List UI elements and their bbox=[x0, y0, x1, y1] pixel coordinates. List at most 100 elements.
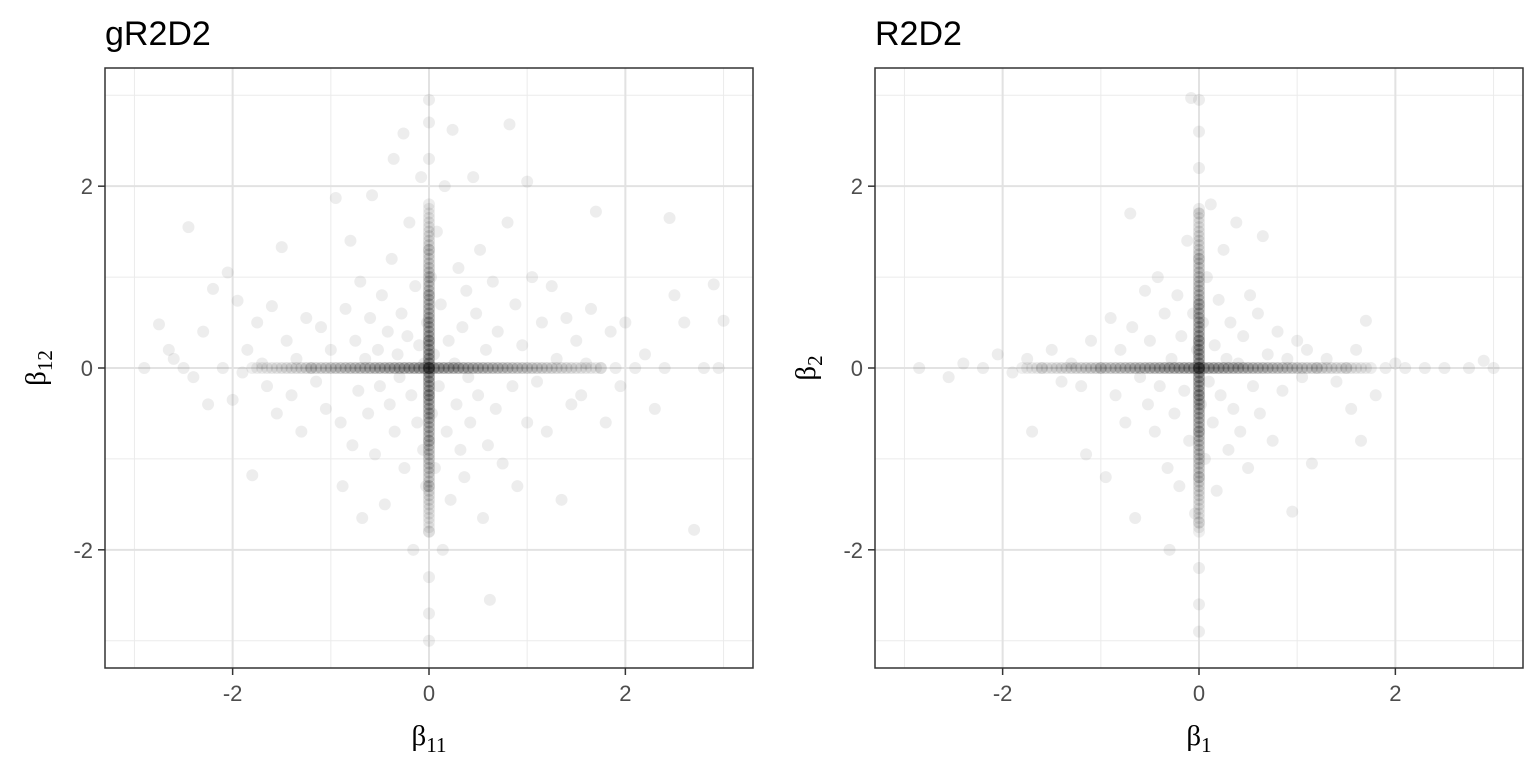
scatter-point bbox=[387, 152, 400, 165]
scatter-point bbox=[535, 316, 548, 329]
scatter-point bbox=[423, 312, 435, 324]
scatter-point bbox=[251, 316, 264, 329]
chart-title: R2D2 bbox=[875, 15, 962, 53]
scatter-point bbox=[1261, 362, 1274, 374]
scatter-point bbox=[1320, 352, 1333, 365]
scatter-point bbox=[423, 371, 435, 384]
scatter-point bbox=[565, 362, 578, 374]
scatter-point bbox=[1237, 362, 1250, 374]
y-axis-symbol: β bbox=[20, 371, 52, 386]
scatter-point bbox=[1193, 243, 1205, 256]
scatter-point bbox=[585, 362, 597, 374]
scatter-point bbox=[423, 380, 435, 393]
scatter-point bbox=[1193, 321, 1205, 334]
scatter-point bbox=[467, 171, 480, 184]
scatter-point bbox=[398, 462, 411, 474]
scatter-point bbox=[423, 234, 435, 247]
scatter-point bbox=[1173, 362, 1186, 374]
scatter-point bbox=[496, 457, 509, 470]
scatter-point bbox=[479, 343, 492, 356]
scatter-point bbox=[378, 362, 391, 374]
scatter-point bbox=[423, 298, 435, 311]
scatter-point bbox=[486, 362, 499, 374]
scatter-point bbox=[1183, 362, 1196, 374]
scatter-point bbox=[560, 362, 573, 374]
scatter-point bbox=[1193, 275, 1205, 288]
scatter-point bbox=[423, 116, 435, 129]
scatter-point bbox=[1193, 225, 1205, 238]
scatter-point bbox=[1227, 402, 1240, 415]
scatter-point bbox=[1193, 412, 1205, 424]
scatter-point bbox=[1035, 362, 1048, 374]
scatter-point bbox=[423, 466, 435, 479]
scatter-point bbox=[663, 212, 676, 224]
scatter-point bbox=[535, 362, 548, 374]
scatter-point bbox=[423, 484, 435, 497]
scatter-point bbox=[391, 348, 404, 361]
scatter-point bbox=[1085, 334, 1097, 347]
scatter-point bbox=[977, 362, 989, 374]
scatter-point bbox=[470, 307, 483, 320]
scatter-point bbox=[334, 416, 347, 429]
scatter-point bbox=[300, 312, 313, 324]
scatter-point bbox=[1193, 493, 1205, 506]
scatter-point bbox=[1193, 271, 1205, 284]
scatter-point bbox=[411, 416, 424, 429]
scatter-point bbox=[1139, 284, 1151, 297]
scatter-point bbox=[423, 425, 435, 438]
scatter-point bbox=[349, 362, 362, 374]
scatter-point bbox=[356, 512, 369, 524]
scatter-point bbox=[413, 339, 426, 352]
scatter-point bbox=[401, 330, 414, 343]
scatter-point bbox=[1065, 362, 1078, 374]
scatter-point bbox=[329, 362, 342, 374]
x-axis-title: β1 bbox=[1186, 720, 1211, 757]
scatter-point bbox=[1193, 507, 1205, 520]
scatter-point bbox=[545, 362, 558, 374]
scatter-point bbox=[423, 302, 435, 315]
scatter-point bbox=[1251, 362, 1264, 374]
scatter-point bbox=[1438, 362, 1451, 374]
scatter-point bbox=[1276, 362, 1289, 374]
scatter-point bbox=[1193, 525, 1205, 538]
scatter-point bbox=[423, 407, 435, 420]
scatter-point bbox=[423, 362, 435, 374]
scatter-point bbox=[423, 330, 435, 343]
scatter-point bbox=[423, 352, 435, 365]
scatter-point bbox=[434, 298, 447, 311]
scatter-point bbox=[1286, 362, 1299, 374]
scatter-point bbox=[138, 362, 151, 374]
scatter-point bbox=[1369, 389, 1382, 402]
scatter-point bbox=[1359, 314, 1372, 327]
scatter-point bbox=[423, 248, 435, 261]
scatter-point bbox=[246, 362, 259, 374]
scatter-point bbox=[432, 380, 445, 393]
scatter-point bbox=[334, 362, 347, 374]
scatter-point bbox=[555, 362, 568, 374]
scatter-point bbox=[305, 362, 318, 374]
scatter-point bbox=[540, 425, 553, 438]
scatter-point bbox=[458, 471, 471, 484]
scatter-point bbox=[423, 207, 435, 220]
scatter-point bbox=[354, 275, 367, 288]
scatter-point bbox=[913, 362, 926, 374]
scatter-point bbox=[423, 480, 435, 493]
scatter-point bbox=[388, 362, 401, 374]
y-tick-label: 0 bbox=[81, 356, 93, 381]
scatter-point bbox=[1193, 466, 1205, 479]
scatter-point bbox=[1364, 362, 1377, 374]
scatter-point bbox=[270, 362, 283, 374]
scatter-point bbox=[589, 205, 602, 218]
scatter-point bbox=[423, 389, 435, 402]
scatter-point bbox=[1114, 343, 1127, 356]
scatter-point bbox=[1193, 384, 1205, 397]
scatter-point bbox=[423, 512, 435, 524]
scatter-point bbox=[1104, 312, 1117, 324]
scatter-point bbox=[1230, 216, 1243, 229]
scatter-point bbox=[1193, 330, 1205, 343]
scatter-point bbox=[1193, 343, 1205, 356]
scatter-point bbox=[1094, 362, 1107, 374]
scatter-point bbox=[295, 362, 308, 374]
scatter-point bbox=[167, 352, 180, 365]
